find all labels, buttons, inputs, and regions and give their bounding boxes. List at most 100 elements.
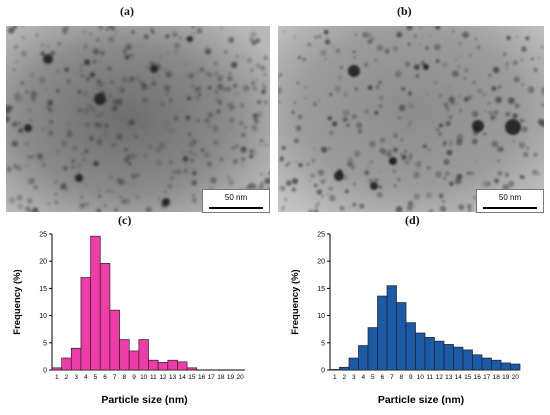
particle [418, 43, 421, 46]
particle [213, 70, 220, 77]
particle [483, 132, 487, 136]
particle [144, 155, 147, 157]
particle [224, 50, 228, 54]
histogram-bar [348, 357, 359, 371]
particle [505, 67, 508, 70]
particle [81, 74, 84, 77]
particle [98, 123, 103, 128]
particle [16, 92, 20, 96]
x-tick-label: 17 [483, 374, 491, 381]
particle [297, 55, 301, 60]
particle [502, 52, 507, 57]
particle [235, 144, 240, 148]
particle [427, 147, 432, 152]
y-tick-label: 15 [317, 286, 325, 293]
histogram-bar [386, 285, 397, 371]
particle [232, 105, 235, 108]
particle [129, 153, 137, 160]
particle [106, 99, 108, 102]
particle [199, 66, 205, 73]
particle [278, 93, 280, 96]
particle [84, 149, 89, 153]
particle [342, 117, 348, 123]
particle [384, 48, 390, 54]
x-tick-label: 11 [426, 374, 433, 381]
particle [48, 126, 50, 129]
particle [230, 107, 234, 111]
particle [84, 184, 87, 186]
particle [233, 83, 238, 88]
particle [262, 85, 267, 90]
particle [252, 85, 258, 91]
particle [163, 68, 166, 71]
particle [293, 138, 299, 144]
particle [107, 66, 112, 72]
particle [537, 57, 540, 60]
particle [80, 195, 84, 199]
particle [158, 98, 162, 102]
particle [191, 84, 195, 88]
particle [220, 26, 223, 29]
particle [488, 73, 492, 77]
scale-bar-box-b: 50 nm [476, 189, 544, 213]
histogram-bar [51, 367, 62, 371]
particle [293, 101, 296, 104]
particle [436, 128, 440, 132]
particle [40, 159, 44, 162]
particle [16, 94, 24, 102]
particle [320, 179, 326, 185]
particle [226, 175, 231, 179]
particle [173, 49, 178, 54]
particle [207, 161, 213, 167]
particle [407, 120, 413, 126]
particle [53, 179, 59, 185]
particle [25, 155, 28, 157]
particle [228, 71, 232, 75]
particle [413, 64, 420, 71]
panel-label-c: (c) [118, 213, 132, 227]
large-particle [75, 174, 83, 182]
particle [185, 115, 191, 121]
particle [134, 75, 142, 83]
particle [401, 87, 405, 91]
particle [420, 60, 426, 66]
particle [207, 112, 214, 118]
histogram-bar [481, 357, 492, 371]
particle [408, 91, 412, 96]
large-particle [472, 120, 484, 132]
particle [442, 144, 445, 147]
particle [188, 133, 191, 136]
particle [413, 193, 421, 200]
particle [352, 55, 357, 59]
particle [260, 65, 266, 71]
particle [151, 80, 157, 87]
particle [285, 163, 289, 167]
histogram-bar [367, 327, 378, 371]
particle [324, 39, 331, 45]
particle [541, 46, 543, 49]
particle [281, 209, 284, 212]
x-tick-label: 14 [455, 374, 463, 381]
large-particle [43, 54, 53, 64]
particle [99, 59, 102, 62]
x-tick-label: 1 [333, 374, 337, 381]
particle [21, 26, 25, 29]
particle [386, 151, 392, 158]
particle [62, 165, 68, 171]
particle [94, 208, 100, 212]
particle [363, 32, 368, 38]
particle [328, 186, 333, 191]
particle [157, 74, 160, 77]
particle [395, 70, 402, 78]
particle [61, 140, 68, 147]
particle [407, 200, 414, 207]
particle [100, 135, 103, 138]
particle [250, 80, 256, 86]
particle [281, 205, 286, 210]
particle [179, 37, 182, 40]
particle [304, 86, 307, 89]
y-tick-label: 0 [321, 368, 325, 375]
particle [442, 62, 448, 68]
particle [392, 147, 399, 153]
